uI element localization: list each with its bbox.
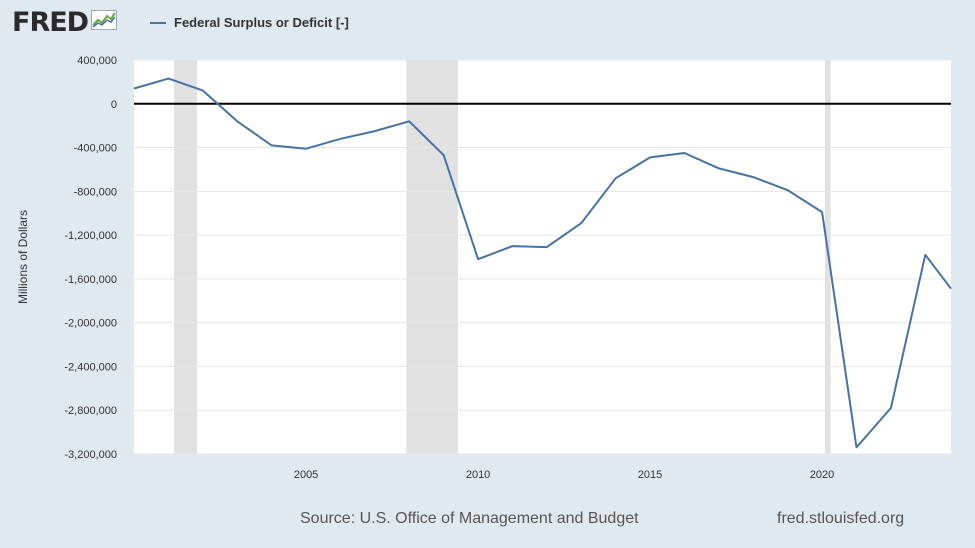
logo-text: FRED bbox=[12, 7, 89, 38]
y-axis-label: Millions of Dollars bbox=[16, 210, 30, 304]
x-tick-label: 2020 bbox=[810, 469, 834, 481]
recession-band bbox=[406, 60, 458, 454]
y-tick-label: -1,200,000 bbox=[64, 230, 117, 242]
recession-band bbox=[174, 60, 198, 454]
y-tick-label: -2,800,000 bbox=[64, 405, 117, 417]
chart-legend: Federal Surplus or Deficit [-] bbox=[150, 15, 349, 30]
y-tick-label: 400,000 bbox=[77, 55, 117, 67]
y-tick-label: -1,600,000 bbox=[64, 274, 117, 286]
legend-swatch bbox=[150, 21, 166, 24]
legend-label: Federal Surplus or Deficit [-] bbox=[174, 15, 349, 30]
y-tick-label: -800,000 bbox=[74, 186, 117, 198]
source-text: Source: U.S. Office of Management and Bu… bbox=[300, 510, 639, 527]
series-line bbox=[133, 77, 952, 449]
grid-layer bbox=[134, 59, 951, 455]
y-tick-labels: 400,000 0 -400,000 -800,000 -1,200,000 -1,600… bbox=[64, 55, 117, 461]
plot-background bbox=[134, 60, 951, 454]
y-tick-label: 0 bbox=[111, 99, 117, 111]
fred-chart-icon bbox=[91, 10, 118, 35]
fred-logo[interactable]: FRED bbox=[12, 7, 118, 38]
x-tick-label: 2015 bbox=[638, 469, 662, 481]
y-tick-label: -400,000 bbox=[74, 143, 117, 155]
x-tick-labels: 2005 2010 2015 2020 bbox=[294, 469, 834, 481]
x-tick-label: 2005 bbox=[294, 469, 318, 481]
site-link[interactable]: fred.stlouisfed.org bbox=[777, 510, 905, 527]
y-tick-label: -2,000,000 bbox=[64, 318, 117, 330]
x-tick-label: 2010 bbox=[466, 469, 490, 481]
y-tick-label: -3,200,000 bbox=[64, 449, 117, 461]
y-tick-label: -2,400,000 bbox=[64, 361, 117, 373]
